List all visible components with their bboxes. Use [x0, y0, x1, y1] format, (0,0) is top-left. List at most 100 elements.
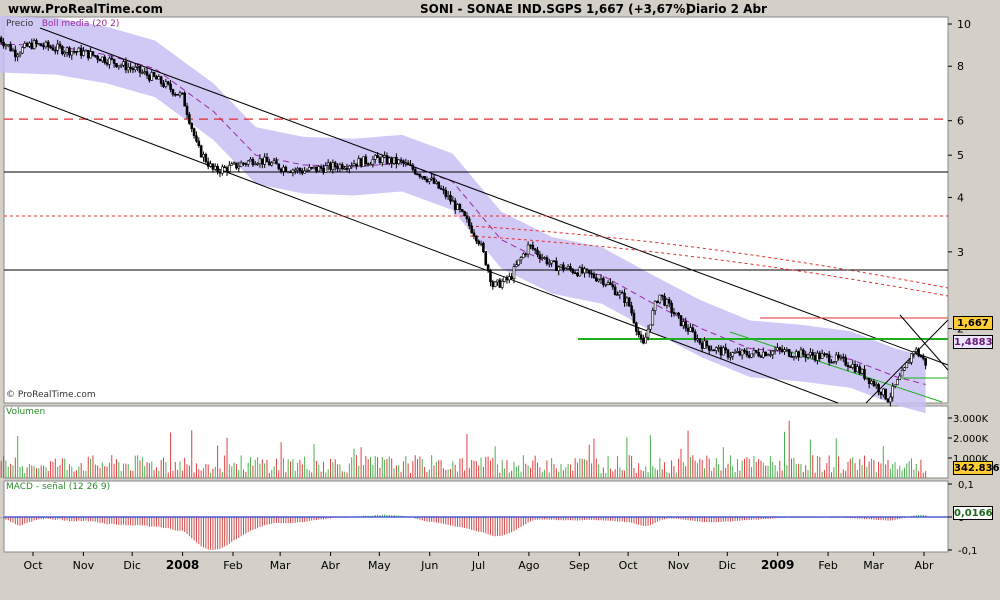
price-candle: [143, 71, 146, 73]
price-candle: [39, 43, 43, 47]
price-candle: [315, 166, 318, 172]
price-candle: [665, 299, 669, 306]
price-candle: [322, 168, 325, 173]
price-candle: [606, 282, 610, 285]
price-candle: [23, 43, 27, 48]
price-candle: [65, 47, 69, 53]
price-candle: [183, 92, 186, 107]
price-candle: [70, 50, 74, 56]
date-axis-label: Nov: [668, 559, 690, 572]
price-candle: [404, 162, 408, 164]
price-candle: [442, 188, 445, 191]
price-candle: [731, 352, 735, 357]
price-candle: [491, 281, 495, 287]
price-candle: [32, 40, 36, 49]
price-candle: [91, 51, 95, 56]
price-candle: [555, 260, 558, 272]
price-candle: [110, 57, 114, 60]
price-candle: [251, 158, 255, 166]
price-candle: [663, 295, 666, 306]
price-candle: [437, 181, 441, 189]
price-candle: [21, 47, 24, 54]
price-candle: [93, 55, 97, 57]
price-candle: [345, 168, 349, 170]
price-candle: [166, 81, 170, 85]
price-candle: [538, 254, 542, 259]
price-candle: [707, 345, 711, 351]
price-candle: [98, 58, 102, 62]
price-candle: [806, 354, 810, 358]
price-candle: [213, 165, 217, 170]
price-candle: [900, 370, 904, 377]
price-candle: [557, 266, 560, 272]
price-candle: [552, 260, 556, 263]
price-candle: [698, 338, 702, 344]
price-candle: [705, 340, 709, 347]
price-candle: [816, 352, 819, 361]
price-candle: [891, 385, 894, 398]
price-candle: [526, 244, 530, 255]
price-candle: [740, 349, 744, 356]
date-axis-label: Jun: [420, 559, 438, 572]
price-candle: [496, 279, 499, 283]
price-candle: [914, 348, 918, 352]
price-candle: [493, 281, 497, 287]
price-candle: [879, 391, 883, 396]
price-candle: [832, 361, 836, 363]
price-candle: [799, 349, 803, 358]
price-candle: [830, 361, 833, 364]
price-candle: [49, 46, 52, 49]
price-tag: 1,667: [953, 316, 993, 330]
price-candle: [54, 49, 57, 52]
price-candle: [409, 164, 412, 166]
price-candle: [917, 348, 920, 357]
price-candle: [202, 153, 205, 158]
price-candle: [653, 301, 657, 311]
price-candle: [444, 189, 448, 197]
price-candle: [881, 388, 885, 396]
price-candle: [841, 356, 845, 359]
price-candle: [37, 43, 41, 45]
price-candle: [235, 162, 238, 169]
price-candle: [543, 257, 546, 259]
price-candle: [578, 267, 582, 277]
price-candle: [423, 176, 426, 180]
price-candle: [811, 352, 815, 356]
price-candle: [545, 257, 549, 265]
price-candle: [738, 351, 742, 356]
price-candle: [199, 145, 203, 158]
price-candle: [51, 47, 55, 51]
price-candle: [877, 384, 880, 393]
price-candle: [416, 173, 419, 176]
price-candle: [14, 49, 17, 58]
volume-title: Volumen: [6, 407, 46, 417]
price-candle: [783, 349, 786, 352]
price-candle: [729, 355, 732, 358]
price-candle: [792, 356, 796, 358]
price-candle: [787, 349, 791, 357]
price-candle: [380, 156, 384, 163]
site-name[interactable]: www.ProRealTime.com: [8, 2, 163, 16]
price-candle: [503, 276, 506, 282]
price-candle: [559, 264, 563, 268]
date-axis-label: Dic: [123, 559, 141, 572]
price-candle: [569, 266, 572, 270]
price-candle: [246, 160, 250, 165]
price-candle: [439, 187, 443, 190]
price-candle: [860, 368, 864, 374]
price-candle: [428, 178, 431, 182]
price-candle: [115, 63, 118, 68]
price-candle: [333, 162, 337, 168]
price-candle: [745, 351, 749, 356]
price-candle: [195, 135, 198, 142]
price-candle: [296, 168, 299, 171]
price-candle: [279, 168, 283, 172]
price-candle: [197, 140, 201, 147]
price-candle: [785, 349, 789, 351]
price-candle: [185, 105, 189, 115]
price-candle: [155, 76, 158, 80]
price-candle: [96, 55, 99, 60]
price-candle: [677, 312, 680, 316]
price-candle: [456, 204, 459, 210]
